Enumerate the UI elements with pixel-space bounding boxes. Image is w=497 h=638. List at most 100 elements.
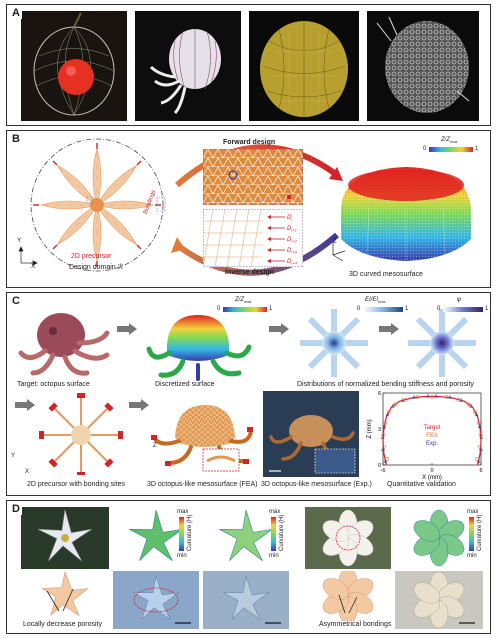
axis-label-x: X (31, 263, 36, 270)
pinwheel-flower-photo (21, 507, 109, 569)
mesh-zoom-inverse: Di Di+1 Di+2 Di+3 Di+4 (203, 209, 303, 267)
star-shape (219, 509, 273, 561)
cbar1-title: Z/Z (235, 297, 244, 303)
x-tick-label: -6 (381, 468, 386, 474)
pinwheel-exp-1 (113, 571, 199, 629)
physalis-image (21, 11, 127, 121)
cbar2-min: 0 (357, 306, 361, 312)
pinwheel-curvature-map (129, 509, 183, 561)
point-exp (479, 435, 484, 439)
mesh-zoom-forward (203, 149, 303, 205)
cb1-title: Curvature (H) (187, 514, 193, 551)
validation-label: Quantitative validation (387, 481, 456, 488)
chart-frame (382, 392, 482, 466)
precursor-petals (39, 147, 155, 263)
colorbar-z-b: Z/Zmax 0 1 (423, 137, 479, 155)
cbar3-title: φ (457, 297, 461, 303)
porosity-label: Locally decrease porosity (23, 621, 102, 628)
point-exp (447, 394, 452, 399)
cb1-max: max (177, 509, 189, 515)
cb3-min: min (467, 553, 477, 559)
axis-label-z: Z (333, 239, 337, 245)
forward-arrow (175, 144, 339, 188)
point-exp (400, 397, 405, 402)
silene-image (135, 11, 241, 121)
x-tick-label: 6 (479, 468, 482, 474)
panel-c: C Target: octopus surface Z/Zmax 0 1 Dis… (6, 292, 491, 496)
petal (413, 582, 441, 604)
stiffness-distribution (300, 309, 368, 377)
curved-mesosurface-3d (332, 167, 471, 262)
cb1-min: min (177, 553, 187, 559)
axis-label-y: Y (17, 237, 22, 244)
d-label: Di+4 (287, 259, 298, 266)
star-shape (133, 575, 179, 620)
discretized-surface (146, 315, 252, 381)
y-tick-label: 3 (378, 427, 381, 433)
precursor-bonding-sites (39, 393, 123, 475)
star-shape (129, 509, 183, 561)
pinwheel-curvature-map-2 (219, 509, 273, 561)
cb2-min: min (269, 553, 279, 559)
porosity-precursor (41, 571, 89, 617)
cbar-max: 1 (475, 146, 479, 152)
panel-label-b: B (10, 133, 22, 145)
fea-label: 3D octopus-like mesosurface (FEA) (147, 481, 258, 488)
white-flower-photo (305, 507, 391, 569)
panel-d: D max min Curvature (H) max min Curvatur… (6, 500, 491, 634)
arrow-c2 (269, 323, 289, 335)
cbar1-min: 0 (217, 306, 221, 312)
cbar-gradient (429, 147, 473, 152)
d-label: Di+1 (287, 226, 297, 233)
d-label: Di+2 (287, 237, 298, 244)
asym-label: Asymmetrical bondings (319, 621, 392, 628)
cbar3-min: 0 (437, 306, 441, 312)
panel-label-d: D (10, 503, 22, 515)
cb2-max: max (269, 509, 281, 515)
precursor-label: 2D precursor (71, 253, 112, 260)
star-shape (41, 571, 89, 617)
point-exp (390, 403, 395, 408)
x-tick-label: 0 (430, 468, 433, 474)
axis-label-x-c: X (25, 469, 30, 475)
point-exp (425, 393, 430, 398)
pinwheel-exp-2 (203, 571, 289, 629)
point-fea (385, 457, 389, 461)
panel-label-a: A (10, 7, 22, 19)
legend-entry: Exp. (426, 441, 438, 447)
target-label: Target: octopus surface (17, 381, 90, 388)
point-fea (477, 445, 482, 449)
point-exp (383, 459, 388, 463)
discretized-label: Discretized surface (155, 381, 215, 388)
series-line-target (382, 396, 482, 466)
point-exp (459, 397, 464, 402)
surface-label: 3D curved mesosurface (349, 271, 423, 278)
stiffness-arm (439, 309, 445, 339)
exp-photo (263, 391, 359, 477)
legend-entry: Target (424, 425, 441, 431)
point-fea (430, 394, 434, 399)
y-tick-label: 6 (378, 391, 381, 397)
cb3-title: Curvature (H) (477, 514, 483, 551)
point-fea (382, 445, 387, 449)
petal (413, 520, 441, 542)
point-fea (466, 402, 471, 407)
flower-exp (395, 571, 483, 629)
cb3-max: max (467, 509, 479, 515)
point-exp (474, 412, 479, 417)
cbar1-max: 1 (269, 306, 273, 312)
point-exp (412, 394, 417, 399)
petal (322, 578, 350, 600)
cbar1-sub: max (244, 299, 252, 305)
colorbar-phi: φ 0 1 (437, 297, 489, 315)
point-exp (380, 435, 385, 439)
exp-label: 3D octopus-like mesosurface (Exp.) (261, 481, 372, 488)
forward-design-label: Forward design (223, 139, 276, 146)
point-exp (385, 412, 390, 417)
point-fea (473, 410, 478, 415)
porosity-distribution (408, 309, 476, 377)
axis-label-y-c: Y (11, 453, 16, 459)
photo-physalis-lantern (21, 11, 127, 121)
star-shape (223, 575, 269, 620)
